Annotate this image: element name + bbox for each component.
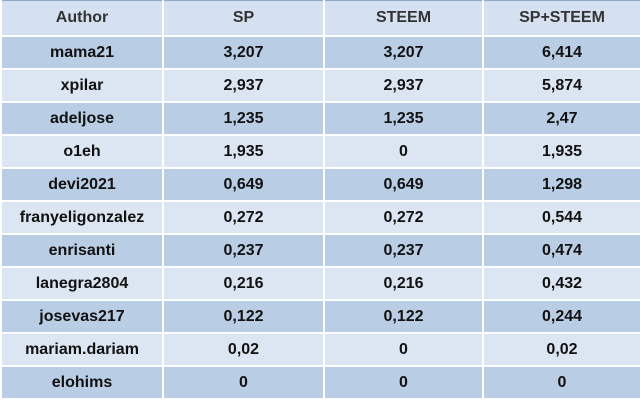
table-header: Author SP STEEM SP+STEEM xyxy=(0,0,640,37)
value-cell: 0,272 xyxy=(323,200,484,235)
value-cell: 1,935 xyxy=(482,134,640,169)
table-row: lanegra2804 0,216 0,216 0,432 xyxy=(0,266,640,301)
table-row: josevas217 0,122 0,122 0,244 xyxy=(0,299,640,334)
value-cell: 0,649 xyxy=(323,167,484,202)
header-cell: SP+STEEM xyxy=(482,0,640,37)
table-row: mama21 3,207 3,207 6,414 xyxy=(0,35,640,70)
table-row: enrisanti 0,237 0,237 0,474 xyxy=(0,233,640,268)
author-cell: devi2021 xyxy=(0,167,164,202)
value-cell: 3,207 xyxy=(323,35,484,70)
value-cell: 1,298 xyxy=(482,167,640,202)
value-cell: 5,874 xyxy=(482,68,640,103)
value-cell: 0 xyxy=(323,134,484,169)
author-cell: lanegra2804 xyxy=(0,266,164,301)
header-cell: STEEM xyxy=(323,0,484,37)
author-cell: adeljose xyxy=(0,101,164,136)
header-cell: Author xyxy=(0,0,164,37)
value-cell: 1,235 xyxy=(162,101,325,136)
value-cell: 0,272 xyxy=(162,200,325,235)
value-cell: 0 xyxy=(482,365,640,400)
author-cell: elohims xyxy=(0,365,164,400)
value-cell: 0,122 xyxy=(323,299,484,334)
value-cell: 2,937 xyxy=(162,68,325,103)
value-cell: 0 xyxy=(162,365,325,400)
value-cell: 0 xyxy=(323,332,484,367)
author-cell: xpilar xyxy=(0,68,164,103)
table-row: adeljose 1,235 1,235 2,47 xyxy=(0,101,640,136)
value-cell: 0,544 xyxy=(482,200,640,235)
value-cell: 0,649 xyxy=(162,167,325,202)
value-cell: 0,216 xyxy=(323,266,484,301)
header-cell: SP xyxy=(162,0,325,37)
table-body: mama21 3,207 3,207 6,414 xpilar 2,937 2,937 5,8… xyxy=(0,35,640,400)
value-cell: 0,237 xyxy=(162,233,325,268)
table-row: devi2021 0,649 0,649 1,298 xyxy=(0,167,640,202)
value-cell: 0,02 xyxy=(482,332,640,367)
value-cell: 0,244 xyxy=(482,299,640,334)
value-cell: 0,122 xyxy=(162,299,325,334)
value-cell: 6,414 xyxy=(482,35,640,70)
value-cell: 1,235 xyxy=(323,101,484,136)
value-cell: 0,474 xyxy=(482,233,640,268)
value-cell: 0,432 xyxy=(482,266,640,301)
header-row: Author SP STEEM SP+STEEM xyxy=(0,0,640,37)
table-row: franyeligonzalez 0,272 0,272 0,544 xyxy=(0,200,640,235)
value-cell: 0 xyxy=(323,365,484,400)
value-cell: 0,237 xyxy=(323,233,484,268)
value-cell: 0,02 xyxy=(162,332,325,367)
table-row: o1eh 1,935 0 1,935 xyxy=(0,134,640,169)
author-cell: mariam.dariam xyxy=(0,332,164,367)
value-cell: 1,935 xyxy=(162,134,325,169)
value-cell: 2,47 xyxy=(482,101,640,136)
author-cell: o1eh xyxy=(0,134,164,169)
author-cell: enrisanti xyxy=(0,233,164,268)
author-cell: josevas217 xyxy=(0,299,164,334)
table-row: mariam.dariam 0,02 0 0,02 xyxy=(0,332,640,367)
value-cell: 3,207 xyxy=(162,35,325,70)
author-cell: mama21 xyxy=(0,35,164,70)
author-cell: franyeligonzalez xyxy=(0,200,164,235)
value-cell: 2,937 xyxy=(323,68,484,103)
table-row: xpilar 2,937 2,937 5,874 xyxy=(0,68,640,103)
value-cell: 0,216 xyxy=(162,266,325,301)
table-row: elohims 0 0 0 xyxy=(0,365,640,400)
